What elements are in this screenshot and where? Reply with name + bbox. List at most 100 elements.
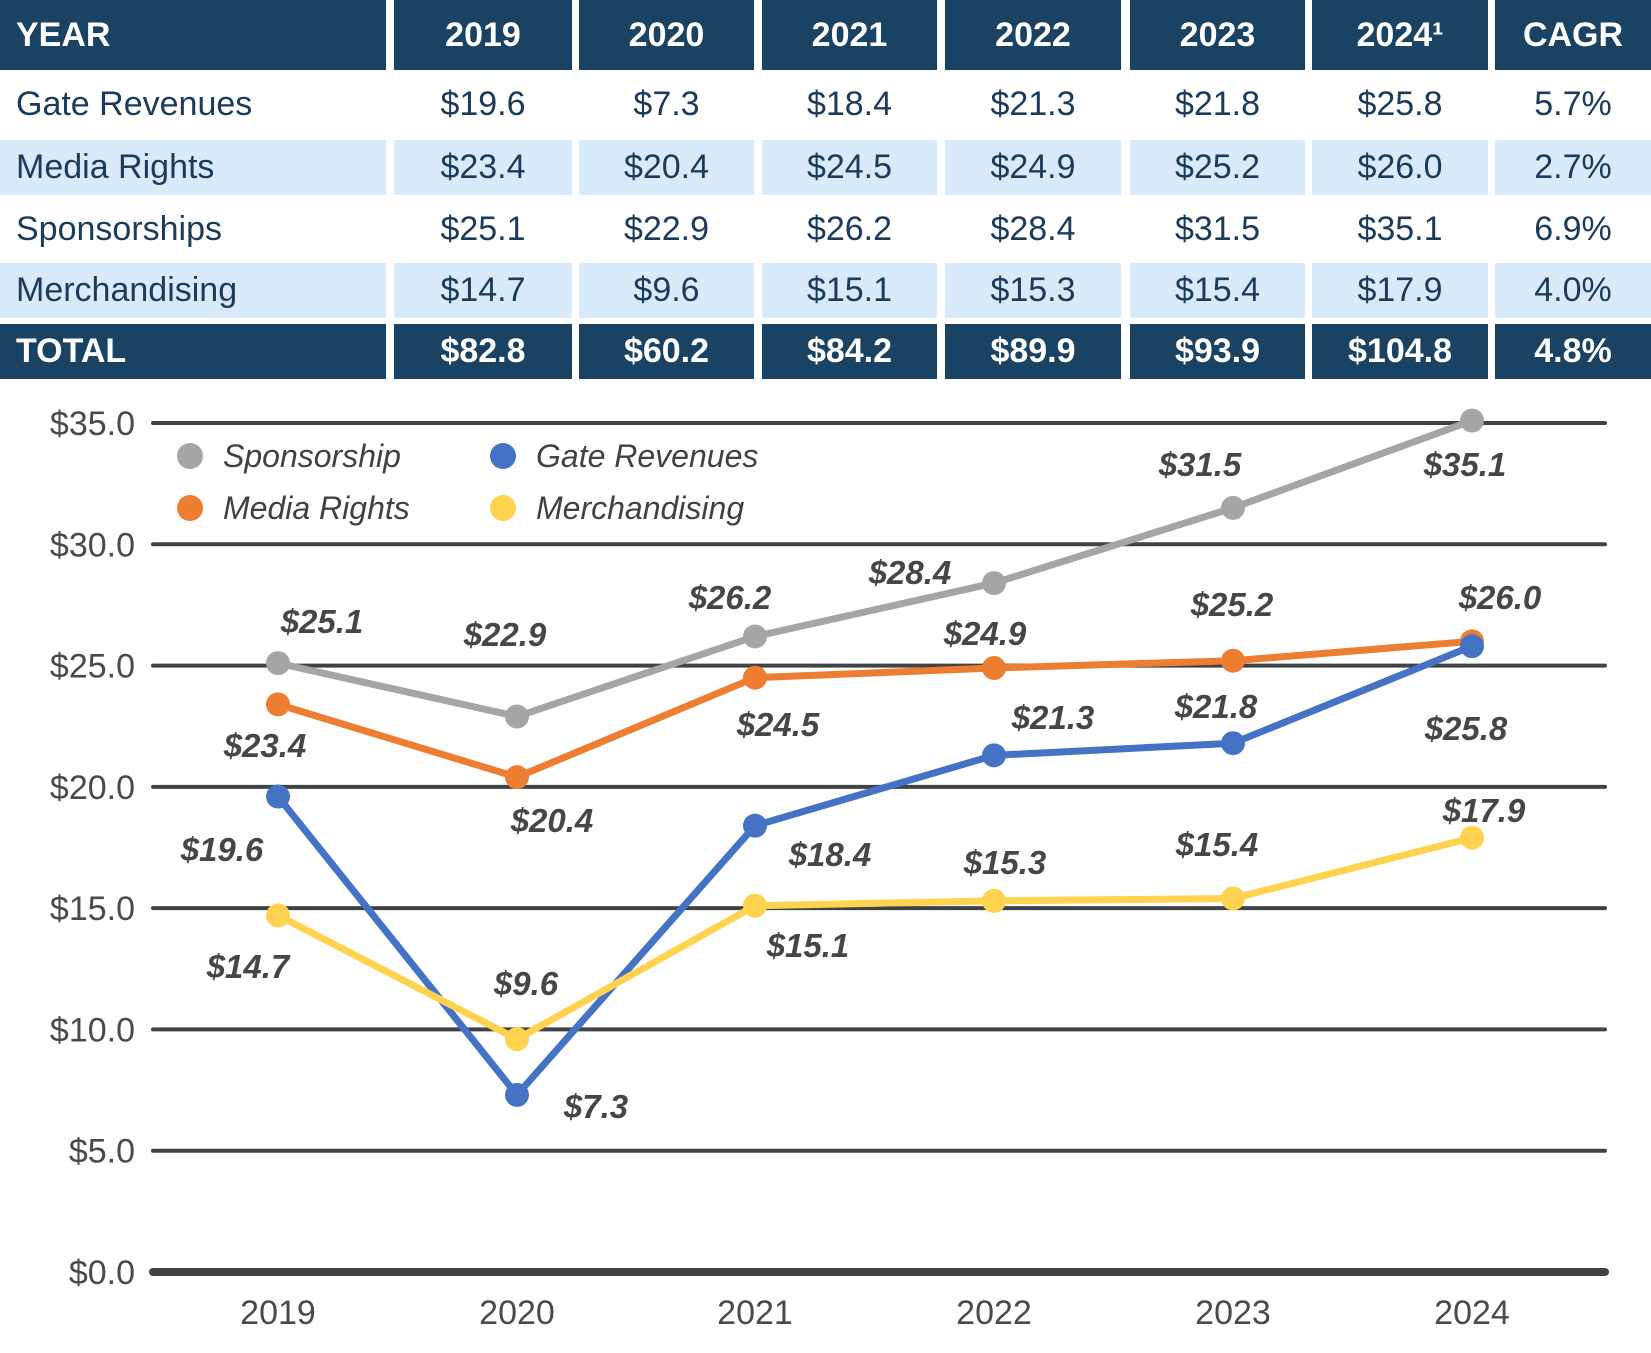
data-label-sponsorship: $26.2 bbox=[688, 579, 772, 616]
table-cell: $15.1 bbox=[762, 263, 937, 318]
table-cell: $7.3 bbox=[579, 74, 754, 135]
data-label-gate-revenues: $18.4 bbox=[788, 836, 872, 873]
table-cell: $15.3 bbox=[945, 263, 1121, 318]
row-label: Media Rights bbox=[0, 140, 386, 195]
table-cell: 4.0% bbox=[1495, 263, 1651, 318]
series-line-sponsorship bbox=[277, 417, 1474, 721]
total-cell: $89.9 bbox=[945, 324, 1121, 379]
series-line-merchandising bbox=[276, 834, 1473, 1043]
legend-label-media-rights: Media Rights bbox=[223, 490, 410, 526]
table-cell: $28.4 bbox=[945, 200, 1121, 258]
data-point-sponsorship bbox=[266, 651, 290, 676]
x-tick-label: 2019 bbox=[240, 1294, 316, 1332]
table-cell: $21.3 bbox=[945, 74, 1121, 135]
y-tick-label: $20.0 bbox=[50, 769, 135, 807]
data-label-sponsorship: $25.1 bbox=[280, 603, 364, 640]
data-label-merchandising: $15.4 bbox=[1175, 826, 1259, 863]
table-cell: $18.4 bbox=[762, 74, 937, 135]
data-label-sponsorship: $22.9 bbox=[463, 616, 547, 653]
legend-marker-sponsorship bbox=[177, 443, 203, 469]
header-2021: 2021 bbox=[762, 0, 937, 70]
data-label-media-rights: $24.5 bbox=[736, 706, 820, 743]
table-cell: $25.1 bbox=[394, 200, 572, 258]
header-2022: 2022 bbox=[945, 0, 1121, 70]
data-point-sponsorship bbox=[982, 571, 1006, 596]
table-cell: $21.8 bbox=[1130, 74, 1305, 135]
data-label-gate-revenues: $7.3 bbox=[563, 1088, 628, 1125]
data-label-gate-revenues: $19.6 bbox=[180, 831, 264, 868]
table-cell: $35.1 bbox=[1312, 200, 1488, 258]
data-point-merchandising bbox=[505, 1027, 529, 1052]
row-label: Sponsorships bbox=[0, 200, 386, 258]
y-tick-label: $0.0 bbox=[69, 1254, 135, 1292]
table-cell: $26.2 bbox=[762, 200, 937, 258]
y-tick-label: $35.0 bbox=[50, 405, 135, 443]
table-cell: $17.9 bbox=[1312, 263, 1488, 318]
data-label-sponsorship: $28.4 bbox=[868, 554, 952, 591]
legend: Sponsorship Media Rights Gate Revenues Merc… bbox=[177, 438, 758, 526]
y-tick-label: $15.0 bbox=[50, 890, 135, 928]
legend-marker-merchandising bbox=[490, 495, 516, 521]
table-cell: $25.2 bbox=[1130, 140, 1305, 195]
data-point-merchandising bbox=[1460, 825, 1484, 850]
table-cell: $31.5 bbox=[1130, 200, 1305, 258]
table-cell: $14.7 bbox=[394, 263, 572, 318]
data-label-media-rights: $25.2 bbox=[1190, 586, 1274, 623]
row-label: Merchandising bbox=[0, 263, 386, 318]
table-cell: 5.7% bbox=[1495, 74, 1651, 135]
legend-label-gate-revenues: Gate Revenues bbox=[536, 438, 758, 474]
table-cell: $22.9 bbox=[579, 200, 754, 258]
data-point-sponsorship bbox=[1221, 495, 1245, 520]
y-tick-label: $30.0 bbox=[50, 526, 135, 564]
data-label-merchandising: $15.3 bbox=[963, 844, 1047, 881]
data-point-merchandising bbox=[743, 893, 767, 918]
table-cell: $20.4 bbox=[579, 140, 754, 195]
data-point-merchandising bbox=[266, 903, 290, 928]
data-point-sponsorship bbox=[1460, 408, 1484, 433]
total-cell: $60.2 bbox=[579, 324, 754, 379]
total-cell: $82.8 bbox=[394, 324, 572, 379]
data-point-media-rights bbox=[743, 665, 767, 690]
legend-label-merchandising: Merchandising bbox=[536, 490, 744, 526]
total-cell: $84.2 bbox=[762, 324, 937, 379]
x-tick-label: 2022 bbox=[956, 1294, 1032, 1332]
table-cell: $23.4 bbox=[394, 140, 572, 195]
data-point-gate-revenues bbox=[982, 743, 1006, 768]
row-label: Gate Revenues bbox=[0, 74, 386, 135]
legend-label-sponsorship: Sponsorship bbox=[223, 438, 401, 474]
data-point-media-rights bbox=[266, 692, 290, 717]
table-cell: $24.9 bbox=[945, 140, 1121, 195]
data-point-merchandising bbox=[1221, 886, 1245, 911]
data-label-gate-revenues: $21.8 bbox=[1174, 688, 1258, 725]
table-cell: 2.7% bbox=[1495, 140, 1651, 195]
y-tick-label: $10.0 bbox=[50, 1011, 135, 1049]
legend-marker-gate-revenues bbox=[490, 443, 516, 469]
table-cell: $24.5 bbox=[762, 140, 937, 195]
data-point-media-rights bbox=[1221, 648, 1245, 673]
data-point-gate-revenues bbox=[1221, 731, 1245, 756]
data-label-gate-revenues: $21.3 bbox=[1011, 699, 1095, 736]
total-cell: $93.9 bbox=[1130, 324, 1305, 379]
series-line-media-rights bbox=[276, 637, 1473, 781]
table-cell: $9.6 bbox=[579, 263, 754, 318]
header-cagr: CAGR bbox=[1495, 0, 1651, 70]
data-label-media-rights: $23.4 bbox=[223, 727, 307, 764]
y-tick-label: $25.0 bbox=[50, 648, 135, 686]
header-2020: 2020 bbox=[579, 0, 754, 70]
total-label: TOTAL bbox=[0, 324, 386, 379]
data-point-gate-revenues bbox=[505, 1082, 529, 1107]
data-label-media-rights: $26.0 bbox=[1458, 579, 1542, 616]
y-axis-ticks: $0.0 $5.0 $10.0 $15.0 $20.0 $25.0 $30.0 $35.0 bbox=[50, 405, 135, 1292]
data-label-merchandising: $17.9 bbox=[1442, 792, 1526, 829]
data-label-merchandising: $15.1 bbox=[766, 927, 850, 964]
y-tick-label: $5.0 bbox=[69, 1133, 135, 1171]
table-cell: $15.4 bbox=[1130, 263, 1305, 318]
total-cell: $104.8 bbox=[1312, 324, 1488, 379]
data-label-sponsorship: $31.5 bbox=[1158, 446, 1242, 483]
data-labels: $25.1 $22.9 $26.2 $28.4 $31.5 $35.1 $23.4 $20.4… bbox=[180, 446, 1542, 1125]
data-label-media-rights: $20.4 bbox=[510, 802, 594, 839]
header-2023: 2023 bbox=[1130, 0, 1305, 70]
gridlines bbox=[149, 421, 1609, 1276]
total-cell: 4.8% bbox=[1495, 324, 1651, 379]
